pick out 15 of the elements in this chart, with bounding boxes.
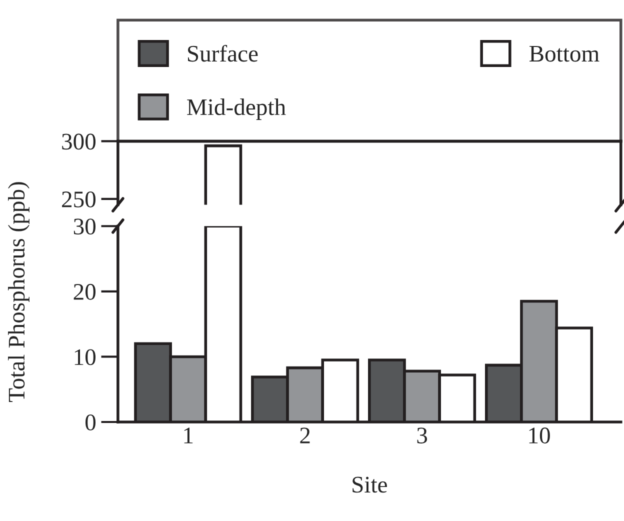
y-tick-label: 20 — [74, 284, 96, 300]
y-tick-label: 10 — [74, 349, 96, 366]
y-tick-label: 300 — [62, 134, 96, 150]
legend-label: Surface — [188, 44, 258, 62]
legend-label: Bottom — [529, 46, 600, 62]
y-tick-label: 250 — [62, 191, 96, 208]
y-axis-title: Total Phosphorus (ppb) — [8, 182, 30, 402]
y-tick-label: 30 — [74, 218, 96, 235]
x-tick-label: 3 — [417, 428, 428, 444]
y-tick-label: 0 — [86, 414, 96, 430]
x-tick-label: 10 — [529, 428, 550, 444]
x-axis-title: Site — [352, 476, 387, 493]
x-tick-label: 2 — [300, 428, 310, 444]
legend-label: Mid-depth — [187, 98, 286, 120]
x-tick-label: 1 — [184, 428, 193, 444]
